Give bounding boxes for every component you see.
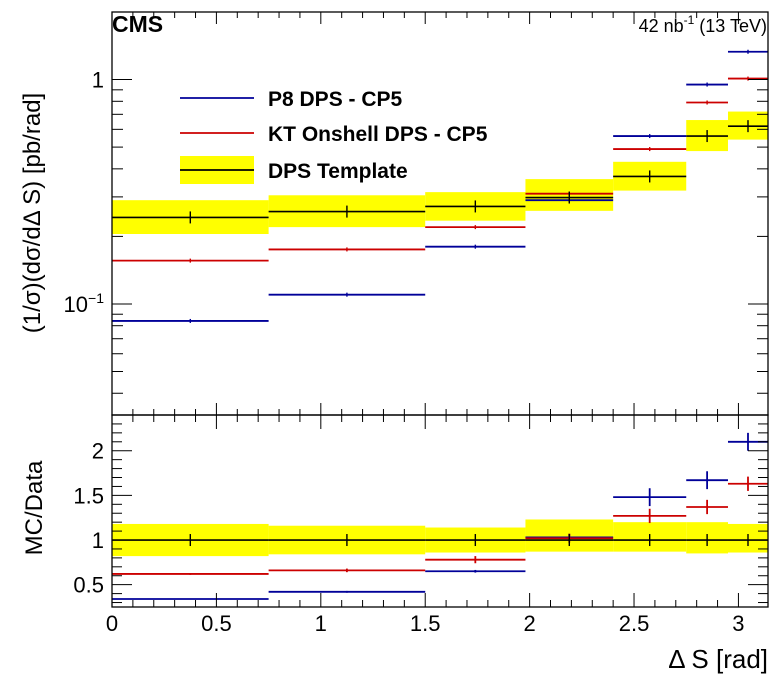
ratio-y-tick-label: 0.5 bbox=[73, 573, 104, 598]
main-y-tick-label: 1 bbox=[92, 68, 104, 93]
legend-label: P8 DPS - CP5 bbox=[268, 88, 403, 111]
ratio-y-tick-label: 1 bbox=[92, 528, 104, 553]
experiment-label: CMS bbox=[112, 11, 163, 37]
x-axis-label: Δ S [rad] bbox=[668, 644, 768, 674]
x-tick-label: 0 bbox=[106, 611, 118, 636]
main-y-tick-label: 10−1 bbox=[64, 290, 105, 317]
x-tick-label: 0.5 bbox=[201, 611, 232, 636]
x-tick-label: 1.5 bbox=[410, 611, 441, 636]
x-tick-label: 1 bbox=[315, 611, 327, 636]
legend: P8 DPS - CP5 KT Onshell DPS - CP5 DPS Temp… bbox=[180, 88, 488, 184]
main-y-axis-label: (1/σ)(dσ/dΔ S) [pb/rad] bbox=[19, 93, 46, 333]
ratio-panel: 0.511.520 0.5 1 1.5 2 2.5 3 bbox=[73, 414, 769, 636]
ratio-y-axis-label: MC/Data bbox=[21, 460, 48, 555]
ratio-y-tick-label: 2 bbox=[92, 439, 104, 464]
x-tick-label: 3 bbox=[732, 611, 744, 636]
luminosity-label: 42 nb-1 (13 TeV) bbox=[639, 13, 767, 36]
ratio-frame bbox=[111, 414, 769, 608]
legend-label: DPS Template bbox=[268, 160, 408, 183]
luminosity-exponent: -1 bbox=[684, 13, 695, 27]
x-tick-label: 2 bbox=[523, 611, 535, 636]
main-panel: 1 10−1 bbox=[64, 11, 769, 416]
legend-label: KT Onshell DPS - CP5 bbox=[268, 123, 488, 146]
x-tick-label: 2.5 bbox=[619, 611, 650, 636]
ratio-y-tick-label: 1.5 bbox=[73, 483, 104, 508]
